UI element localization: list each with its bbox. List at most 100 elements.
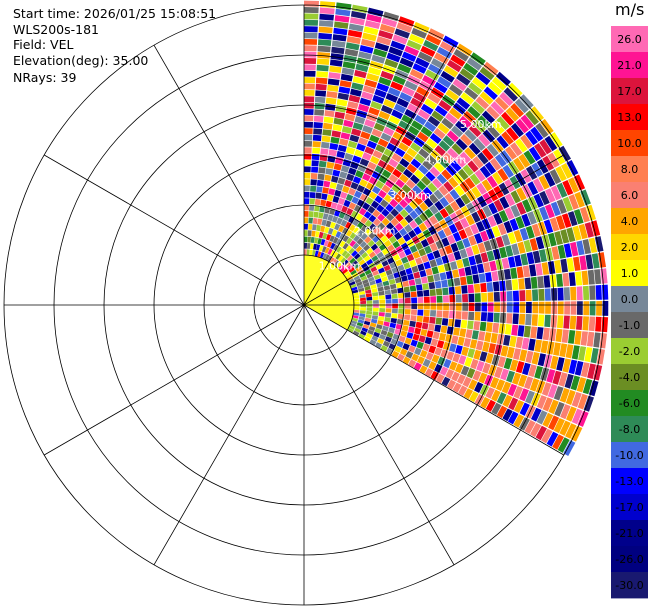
- velocity-cell: [576, 377, 587, 393]
- velocity-cell: [462, 257, 470, 267]
- velocity-cell: [379, 303, 386, 308]
- velocity-cell: [378, 312, 385, 317]
- velocity-cell: [534, 143, 547, 158]
- velocity-cell: [500, 291, 507, 302]
- velocity-cell: [440, 325, 448, 334]
- velocity-cell: [329, 235, 335, 242]
- velocity-cell: [417, 51, 433, 63]
- velocity-cell: [385, 312, 392, 318]
- velocity-cell: [446, 130, 459, 143]
- velocity-cell: [364, 146, 375, 155]
- velocity-cell: [385, 308, 392, 313]
- velocity-cell: [573, 256, 581, 271]
- velocity-cell: [478, 133, 491, 147]
- velocity-cell: [487, 292, 494, 302]
- velocity-cell: [479, 91, 494, 105]
- velocity-cell: [390, 283, 397, 290]
- velocity-cell: [539, 206, 549, 221]
- velocity-cell: [329, 221, 336, 229]
- velocity-cell: [485, 228, 495, 240]
- velocity-cell: [320, 199, 327, 207]
- velocity-cell: [419, 365, 428, 374]
- velocity-cell: [379, 299, 386, 304]
- velocity-cell: [329, 182, 337, 189]
- velocity-cell: [545, 188, 556, 203]
- velocity-cell: [370, 266, 378, 273]
- velocity-cell: [582, 285, 590, 300]
- velocity-cell: [378, 295, 385, 300]
- velocity-cell: [392, 298, 398, 304]
- velocity-cell: [423, 289, 430, 297]
- velocity-cell: [410, 339, 418, 347]
- velocity-cell: [525, 405, 536, 419]
- velocity-cell: [388, 46, 403, 57]
- velocity-cell: [459, 68, 475, 81]
- velocity-cell: [475, 96, 490, 110]
- velocity-cell: [461, 311, 468, 320]
- velocity-cell: [477, 242, 486, 254]
- velocity-cell: [378, 189, 387, 199]
- velocity-cell: [415, 57, 430, 69]
- velocity-cell: [497, 223, 507, 236]
- velocity-cell: [366, 310, 373, 315]
- colorbar-tick-label: 13.0: [617, 111, 642, 124]
- velocity-cell: [340, 132, 351, 140]
- velocity-cell: [514, 98, 529, 114]
- velocity-cell: [399, 57, 414, 68]
- velocity-cell: [316, 64, 329, 72]
- velocity-cell: [345, 221, 352, 229]
- velocity-cell: [529, 378, 540, 392]
- velocity-cell: [314, 109, 325, 116]
- velocity-cell: [490, 333, 498, 344]
- velocity-cell: [304, 58, 317, 64]
- velocity-cell: [404, 303, 411, 309]
- velocity-cell: [549, 274, 557, 288]
- velocity-cell: [492, 248, 501, 260]
- elevation-label: Elevation(deg): 35.00: [13, 53, 149, 68]
- velocity-cell: [444, 193, 455, 204]
- velocity-cell: [430, 303, 437, 310]
- velocity-cell: [332, 124, 343, 132]
- velocity-cell: [342, 259, 349, 266]
- velocity-cell: [560, 163, 573, 179]
- velocity-cell: [601, 317, 609, 333]
- velocity-cell: [386, 331, 394, 338]
- velocity-cell: [396, 22, 413, 33]
- velocity-cell: [576, 240, 585, 256]
- velocity-cell: [359, 294, 366, 298]
- velocity-cell: [377, 286, 384, 292]
- velocity-cell: [304, 128, 313, 135]
- velocity-cell: [464, 226, 474, 237]
- velocity-cell: [566, 227, 576, 243]
- velocity-cell: [362, 187, 372, 196]
- velocity-cell: [509, 359, 519, 372]
- velocity-cell: [553, 386, 564, 401]
- velocity-cell: [364, 236, 372, 244]
- velocity-cell: [331, 175, 339, 183]
- velocity-cell: [452, 353, 461, 363]
- velocity-cell: [403, 194, 413, 204]
- velocity-cell: [441, 169, 452, 181]
- velocity-cell: [344, 152, 354, 161]
- velocity-cell: [373, 122, 385, 132]
- velocity-cell: [387, 189, 397, 198]
- velocity-cell: [343, 119, 354, 128]
- velocity-cell: [340, 165, 350, 173]
- velocity-cell: [519, 349, 528, 362]
- velocity-cell: [464, 357, 473, 367]
- velocity-cell: [499, 280, 506, 291]
- velocity-cell: [424, 121, 437, 132]
- velocity-cell: [350, 269, 357, 276]
- velocity-cell: [304, 77, 316, 84]
- velocity-cell: [587, 269, 595, 285]
- velocity-cell: [444, 204, 455, 215]
- velocity-cell: [364, 269, 372, 276]
- velocity-cell: [372, 94, 385, 104]
- velocity-cell: [376, 116, 388, 126]
- velocity-cell: [396, 340, 404, 348]
- velocity-cell: [542, 327, 550, 341]
- velocity-cell: [349, 240, 356, 247]
- velocity-cell: [405, 179, 416, 189]
- velocity-cell: [399, 158, 410, 168]
